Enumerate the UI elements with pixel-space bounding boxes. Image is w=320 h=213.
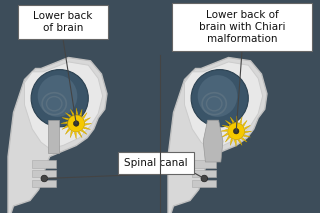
Polygon shape [85, 118, 91, 122]
Polygon shape [185, 62, 263, 149]
Polygon shape [76, 108, 78, 114]
Polygon shape [62, 118, 68, 120]
Text: Lower back
of brain: Lower back of brain [33, 11, 93, 33]
Polygon shape [240, 117, 242, 124]
FancyBboxPatch shape [118, 152, 194, 174]
Polygon shape [238, 140, 242, 145]
Circle shape [73, 121, 79, 126]
Polygon shape [83, 113, 87, 118]
Polygon shape [225, 136, 230, 142]
Polygon shape [168, 58, 267, 213]
Polygon shape [62, 125, 68, 129]
Polygon shape [70, 131, 73, 138]
Circle shape [228, 123, 245, 140]
Polygon shape [222, 133, 228, 137]
Polygon shape [85, 124, 92, 125]
Polygon shape [222, 125, 228, 128]
Circle shape [201, 175, 208, 182]
Ellipse shape [38, 75, 77, 117]
FancyBboxPatch shape [172, 3, 312, 51]
Polygon shape [80, 109, 82, 116]
Ellipse shape [198, 75, 237, 117]
Polygon shape [81, 130, 87, 134]
Ellipse shape [31, 70, 88, 127]
Circle shape [233, 128, 239, 134]
Text: Spinal canal: Spinal canal [124, 158, 188, 168]
Bar [32, 170, 56, 177]
Polygon shape [61, 122, 67, 124]
Polygon shape [234, 140, 236, 147]
Bar [192, 170, 216, 177]
Polygon shape [245, 125, 251, 129]
Polygon shape [243, 120, 247, 126]
Polygon shape [25, 62, 103, 149]
Polygon shape [225, 120, 231, 125]
Polygon shape [241, 138, 247, 142]
Polygon shape [65, 129, 70, 134]
Polygon shape [48, 120, 59, 153]
Polygon shape [244, 135, 251, 137]
Text: Lower back of
brain with Chiari
malformation: Lower back of brain with Chiari malforma… [199, 10, 285, 44]
Polygon shape [65, 113, 71, 117]
Polygon shape [8, 58, 107, 213]
Polygon shape [78, 132, 82, 138]
Polygon shape [70, 109, 74, 115]
Bar [192, 180, 216, 187]
Polygon shape [230, 117, 234, 123]
Circle shape [68, 115, 85, 132]
Ellipse shape [191, 70, 248, 127]
Polygon shape [84, 127, 91, 129]
Polygon shape [245, 131, 252, 133]
Polygon shape [236, 116, 238, 122]
Polygon shape [230, 139, 233, 145]
Polygon shape [203, 120, 223, 162]
FancyBboxPatch shape [18, 5, 108, 39]
Bar [32, 160, 56, 167]
Circle shape [41, 175, 48, 182]
Polygon shape [221, 129, 227, 131]
Polygon shape [74, 132, 76, 139]
Bar [192, 160, 216, 167]
Bar [32, 180, 56, 187]
